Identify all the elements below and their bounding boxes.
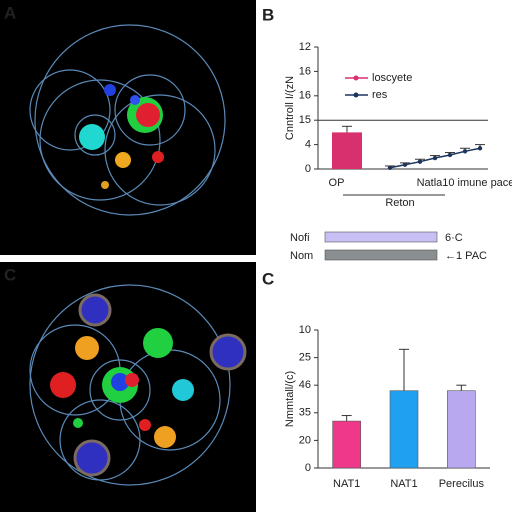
y-tick-label: 35 <box>299 407 311 419</box>
bar-legend-swatch <box>324 231 438 243</box>
micrograph-c <box>0 262 256 512</box>
y-tick-label: 0 <box>305 163 311 175</box>
legend-marker <box>353 92 359 98</box>
panel-label: B <box>262 5 274 24</box>
panel-label: A <box>4 3 16 22</box>
y-tick-label: 15 <box>299 114 311 126</box>
y-tick-label: 16 <box>299 90 311 102</box>
legend-marker <box>353 75 359 81</box>
bar-legend-text: 6·C <box>445 232 463 244</box>
micrograph-a <box>0 0 256 255</box>
bar-legend-swatch <box>324 249 438 261</box>
bar <box>332 132 362 169</box>
bar-legend-label: Nom <box>290 250 313 262</box>
legend-label: res <box>372 89 388 101</box>
x-tick-label: NAT1 <box>390 478 417 490</box>
y-tick-label: 12 <box>299 41 311 53</box>
y-tick-label: 16 <box>299 65 311 77</box>
bar <box>447 390 476 469</box>
x-tick-label: NAT1 <box>333 478 360 490</box>
y-tick-label: 4 <box>305 139 311 151</box>
y-tick-label: 25 <box>299 352 311 364</box>
bar <box>332 420 361 469</box>
x-tick-label: Natla10 imune pace <box>417 177 512 189</box>
y-tick-label: 46 <box>299 379 311 391</box>
y-tick-label: 10 <box>299 324 311 336</box>
y-tick-label: 20 <box>299 434 311 446</box>
y-axis-label: Nmmtall/(c) <box>284 371 296 427</box>
bar-legend-text: ←1 PAC <box>445 250 487 262</box>
panel-label: C <box>262 269 274 288</box>
bar <box>389 390 419 469</box>
legend-label: loscyete <box>372 72 412 84</box>
panel-label: C <box>4 265 16 284</box>
bar-legend-label: Nofi <box>290 232 310 244</box>
y-axis-label: Cnntroll I/(zN <box>284 76 296 140</box>
y-tick-label: 0 <box>305 462 311 474</box>
x-tick-label: OP <box>329 177 345 189</box>
group-label: Reton <box>385 197 414 209</box>
x-tick-label: Perecilus <box>439 478 485 490</box>
